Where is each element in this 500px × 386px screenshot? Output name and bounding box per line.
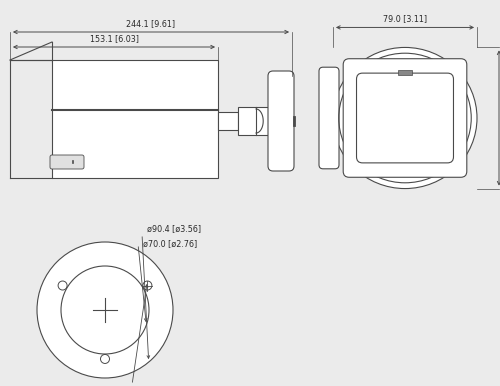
FancyBboxPatch shape (319, 67, 339, 169)
Text: ø90.4 [ø3.56]: ø90.4 [ø3.56] (147, 224, 201, 233)
Bar (218, 112, 238, 130)
Circle shape (37, 242, 173, 378)
Text: 153.1 [6.03]: 153.1 [6.03] (90, 34, 138, 43)
FancyBboxPatch shape (50, 155, 84, 169)
Text: 79.0 [3.11]: 79.0 [3.11] (383, 14, 427, 24)
FancyBboxPatch shape (356, 73, 454, 163)
Text: 244.1 [9.61]: 244.1 [9.61] (126, 19, 176, 28)
Bar (398, 70, 412, 75)
FancyBboxPatch shape (268, 71, 294, 171)
Bar (52, 60, 218, 178)
Text: ø70.0 [ø2.76]: ø70.0 [ø2.76] (143, 239, 197, 248)
Bar (238, 107, 273, 135)
FancyBboxPatch shape (343, 59, 467, 177)
Ellipse shape (333, 47, 477, 188)
